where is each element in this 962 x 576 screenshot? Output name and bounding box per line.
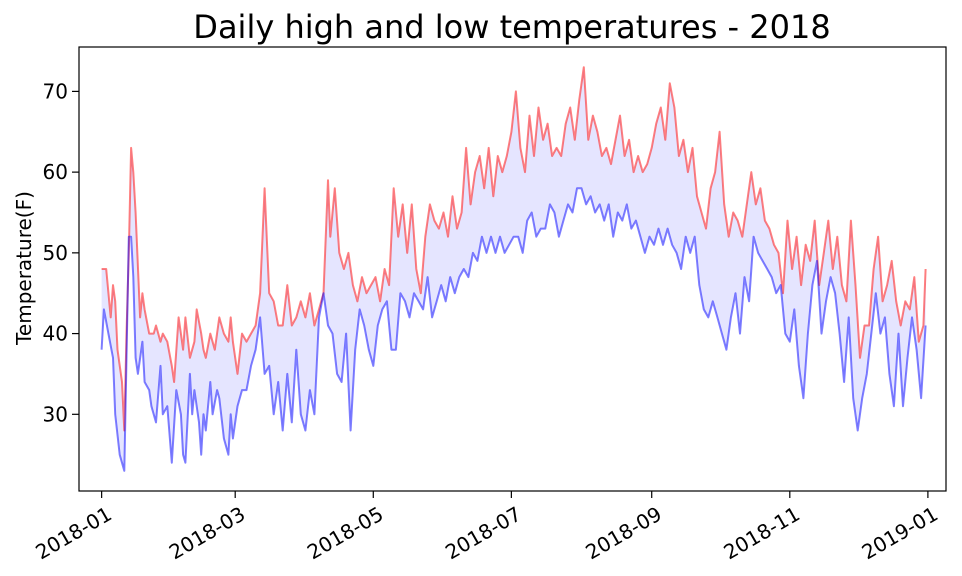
y-tick-label: 60 [43, 160, 68, 184]
x-tick-label: 2018-09 [581, 502, 665, 565]
x-tick-label: 2018-05 [303, 502, 387, 565]
high-temperature-line [101, 66, 927, 432]
y-tick-label: 30 [43, 402, 68, 426]
y-tick-label: 40 [43, 322, 68, 346]
y-tick-label: 50 [43, 241, 68, 265]
y-tick-label: 70 [43, 79, 68, 103]
chart-title: Daily high and low temperatures - 2018 [193, 8, 830, 46]
temperature-range-fill [101, 67, 926, 471]
plot-area [100, 66, 927, 472]
plot-frame [78, 46, 947, 492]
low-temperature-line [100, 187, 927, 472]
x-tick-label: 2019-01 [858, 502, 942, 565]
x-tick-label: 2018-01 [31, 502, 115, 565]
x-tick-label: 2018-11 [720, 502, 804, 565]
x-tick-label: 2018-03 [165, 502, 249, 565]
x-tick-label: 2018-07 [441, 502, 525, 565]
y-axis-label: Temperature(F) [12, 191, 36, 346]
